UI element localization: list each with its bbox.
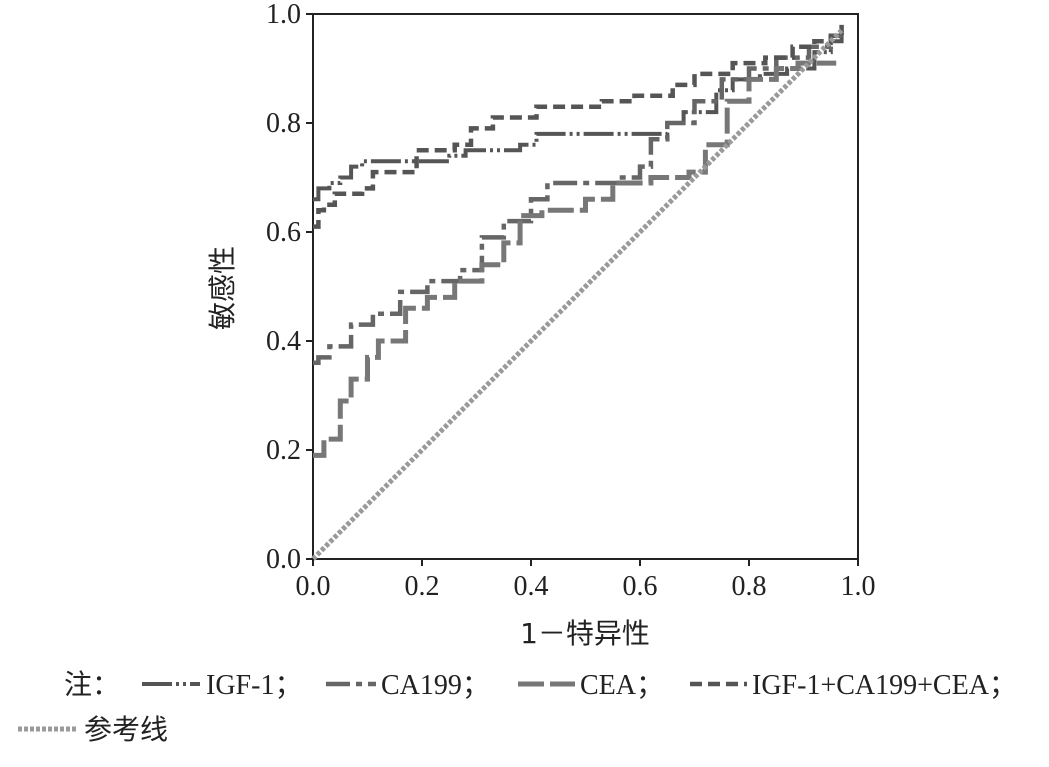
legend-label-3: CEA； [580, 670, 664, 701]
legend-label-5: 参考线 [84, 713, 168, 746]
x-tick-label: 1.0 [841, 571, 876, 602]
x-axis-title: 1－特异性 [520, 617, 650, 650]
y-tick-label: 0.0 [266, 544, 301, 575]
y-tick-label: 1.0 [266, 0, 301, 30]
y-tick-label: 0.6 [266, 217, 301, 248]
x-tick-label: 0.6 [623, 571, 658, 602]
series-line-3 [313, 60, 837, 458]
legend-label-4: IGF-1+CA199+CEA； [752, 670, 1017, 701]
plot-frame [312, 13, 859, 560]
y-tick-label: 0.2 [266, 435, 301, 466]
x-tick-label: 0.2 [405, 571, 440, 602]
x-tick-label: 0.8 [732, 571, 767, 602]
y-tick-label: 0.8 [266, 108, 301, 139]
legend-prefix: 注： [64, 668, 120, 701]
series-line-5 [311, 28, 844, 561]
series-line-1 [313, 30, 844, 202]
series-line-4 [313, 24, 844, 229]
y-tick-label: 0.4 [266, 326, 301, 357]
y-axis-title: 敏感性 [206, 246, 239, 330]
legend-label-2: CA199； [381, 670, 490, 701]
legend: 注： IGF-1； CA199； CEA； IGF-1+CA199+CEA； 参考线 [18, 668, 1017, 746]
x-tick-label: 0.4 [514, 571, 549, 602]
legend-label-1: IGF-1； [206, 670, 302, 701]
series-line-2 [313, 33, 842, 366]
x-tick-label: 0.0 [296, 571, 331, 602]
